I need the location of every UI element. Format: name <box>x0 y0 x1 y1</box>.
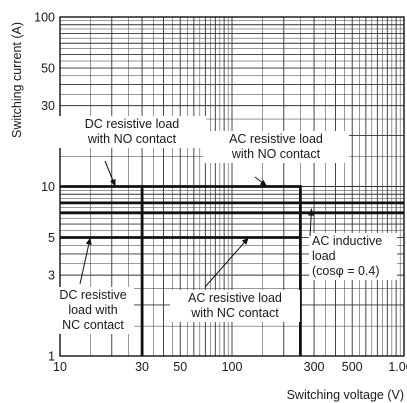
annotation-line: DC resistive load <box>85 117 180 131</box>
y-tick-label: 3 <box>48 269 55 283</box>
x-tick-label: 10 <box>53 360 67 374</box>
annotation-bg <box>309 233 397 280</box>
x-axis-label: Switching voltage (V) <box>287 388 404 402</box>
series-line <box>142 185 302 356</box>
x-tick-label: 50 <box>173 360 187 374</box>
annotation-label: AC resistive load with NO contact <box>229 132 323 161</box>
annotation-line: load <box>312 249 336 263</box>
annotation-arrow <box>308 208 315 237</box>
annotation-line: AC resistive load <box>229 132 323 146</box>
x-tick-label: 1.000 <box>388 360 407 374</box>
annotation-line: with NO contact <box>231 147 321 161</box>
annotation-bg <box>203 131 349 163</box>
annotation-line: (cosφ = 0.4) <box>312 264 380 278</box>
annotation-label: DC resistive load with NC contact <box>59 288 126 332</box>
annotation-line: with NO contact <box>87 132 177 146</box>
y-tick-label: 10 <box>41 180 55 194</box>
y-tick-label: 100 <box>34 11 55 25</box>
y-tick-label: 5 <box>48 231 55 245</box>
chart-series <box>60 185 404 356</box>
annotation-bg <box>58 116 206 148</box>
annotation-line: DC resistive <box>59 288 126 302</box>
annotation-line: AC inductive <box>312 234 382 248</box>
annotation-label: AC resistive load with NC contact <box>188 291 282 320</box>
x-tick-label: 100 <box>222 360 243 374</box>
y-tick-label: 30 <box>41 99 55 113</box>
annotation-line: load with <box>68 303 117 317</box>
x-tick-label: 500 <box>342 360 363 374</box>
y-tick-labels: 1 3 5 10 30 50 100 <box>34 11 55 364</box>
annotation-line: NC contact <box>62 318 124 332</box>
x-tick-labels: 10 30 50 100 300 500 1.000 <box>53 360 407 374</box>
annotation-line: AC resistive load <box>188 291 282 305</box>
x-tick-label: 30 <box>135 360 149 374</box>
y-axis-label: Switching current (A) <box>10 22 24 138</box>
annotation-label: DC resistive load with NO contact <box>85 117 180 146</box>
y-tick-label: 1 <box>48 350 55 364</box>
annotation-arrow <box>254 176 268 187</box>
annotation-arrow <box>79 237 92 285</box>
x-tick-label: 300 <box>304 360 325 374</box>
y-tick-label: 50 <box>41 62 55 76</box>
annotation-arrow <box>204 237 250 288</box>
annotation-bg <box>170 290 300 322</box>
chart-annotations: DC resistive load with NO contact AC resis… <box>52 116 397 334</box>
annotation-line: with NC contact <box>190 306 279 320</box>
annotation-bg <box>52 287 134 334</box>
annotation-label: AC inductive load (cosφ = 0.4) <box>312 234 382 278</box>
annotation-arrow <box>104 160 116 187</box>
